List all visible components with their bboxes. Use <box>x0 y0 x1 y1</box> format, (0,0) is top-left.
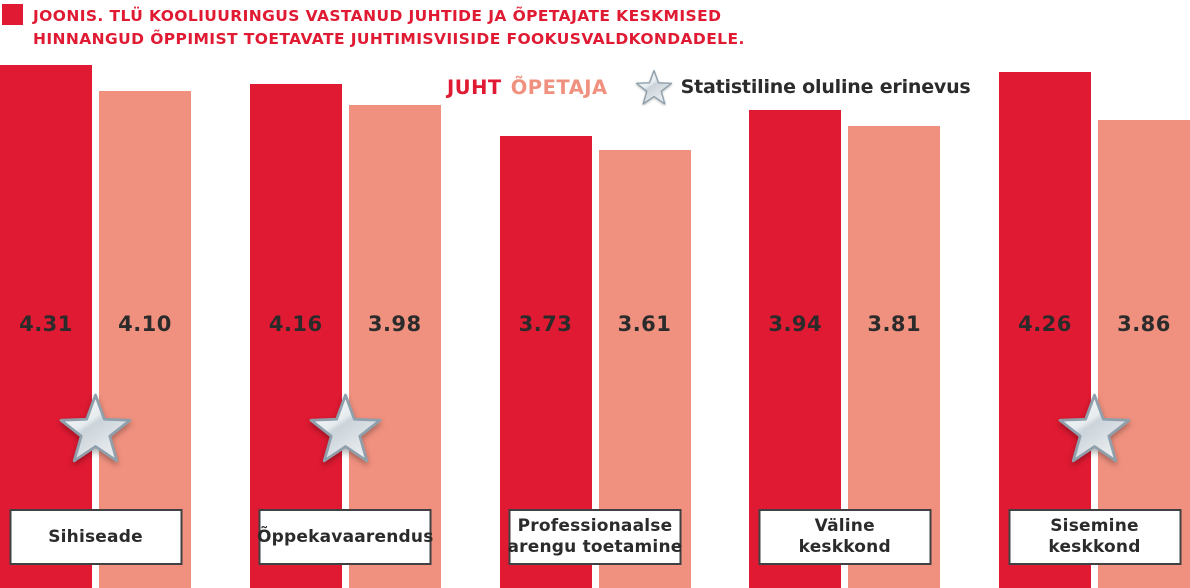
title-text: JOONIS. TLÜ KOOLIUURINGUS VASTANUD JUHTI… <box>33 4 745 51</box>
bar-juht: 4.31 <box>0 65 92 588</box>
bar-value-opetaja: 3.86 <box>1117 312 1171 336</box>
category-label-box: Õppekavaarendus <box>256 509 434 565</box>
bar-value-juht: 3.73 <box>518 312 573 336</box>
category-label-box: Väline keskkond <box>758 509 932 565</box>
bar-juht: 4.26 <box>999 72 1091 588</box>
bar-group: 3.94 3.81 Väline keskkond <box>749 0 941 588</box>
bar-opetaja: 4.10 <box>99 91 191 588</box>
bar-value-opetaja: 3.98 <box>367 312 422 336</box>
category-label: Õppekavaarendus <box>256 526 434 547</box>
bar-juht: 4.16 <box>249 84 342 588</box>
category-label-box: Professionaalse arengu toetamine <box>507 509 683 565</box>
bar-group: 4.26 3.86 Sisemine keskkond <box>999 0 1190 588</box>
significance-star-icon <box>306 388 385 467</box>
star-icon <box>634 67 674 107</box>
title-line-1: JOONIS. TLÜ KOOLIUURINGUS VASTANUD JUHTI… <box>33 7 722 25</box>
significance-star-icon <box>56 388 135 467</box>
category-label: Professionaalse arengu toetamine <box>507 516 683 557</box>
bar-value-opetaja: 3.61 <box>617 312 672 336</box>
legend: JUHT ÕPETAJA Statistiline oluline erinev… <box>447 66 971 108</box>
bar-group: 4.31 4.10 Sihiseade <box>0 0 191 588</box>
bar-group: 3.73 3.61 Professionaalse arengu toetamin… <box>499 0 691 588</box>
category-label: Väline keskkond <box>798 516 891 557</box>
bar-value-juht: 4.16 <box>268 312 323 336</box>
bar-pair: 4.16 3.98 <box>249 84 441 588</box>
bar-group: 4.16 3.98 Õppekavaarendus <box>249 0 441 588</box>
category-label-box: Sihiseade <box>9 509 182 565</box>
legend-star-label: Statistiline oluline erinevus <box>680 76 971 98</box>
legend-opetaja-label: ÕPETAJA <box>510 75 608 99</box>
title-bullet-square-icon <box>2 4 23 25</box>
chart-title: JOONIS. TLÜ KOOLIUURINGUS VASTANUD JUHTI… <box>2 4 745 51</box>
title-line-2: HINNANGUD ÕPPIMIST TOETAVATE JUHTIMISVII… <box>33 30 745 48</box>
category-label: Sihiseade <box>48 526 143 547</box>
legend-juht-label: JUHT <box>447 75 502 99</box>
category-label: Sisemine keskkond <box>1048 516 1141 557</box>
bar-value-opetaja: 3.81 <box>867 312 922 336</box>
significance-star-icon <box>1055 388 1134 467</box>
bar-opetaja: 3.98 <box>348 105 441 588</box>
bar-value-juht: 4.31 <box>19 312 73 336</box>
category-label-box: Sisemine keskkond <box>1008 509 1181 565</box>
bar-value-juht: 4.26 <box>1018 312 1072 336</box>
bar-value-juht: 3.94 <box>768 312 823 336</box>
bar-pair: 4.31 4.10 <box>0 65 191 588</box>
bar-juht: 3.94 <box>749 110 842 588</box>
bar-value-opetaja: 4.10 <box>118 312 172 336</box>
